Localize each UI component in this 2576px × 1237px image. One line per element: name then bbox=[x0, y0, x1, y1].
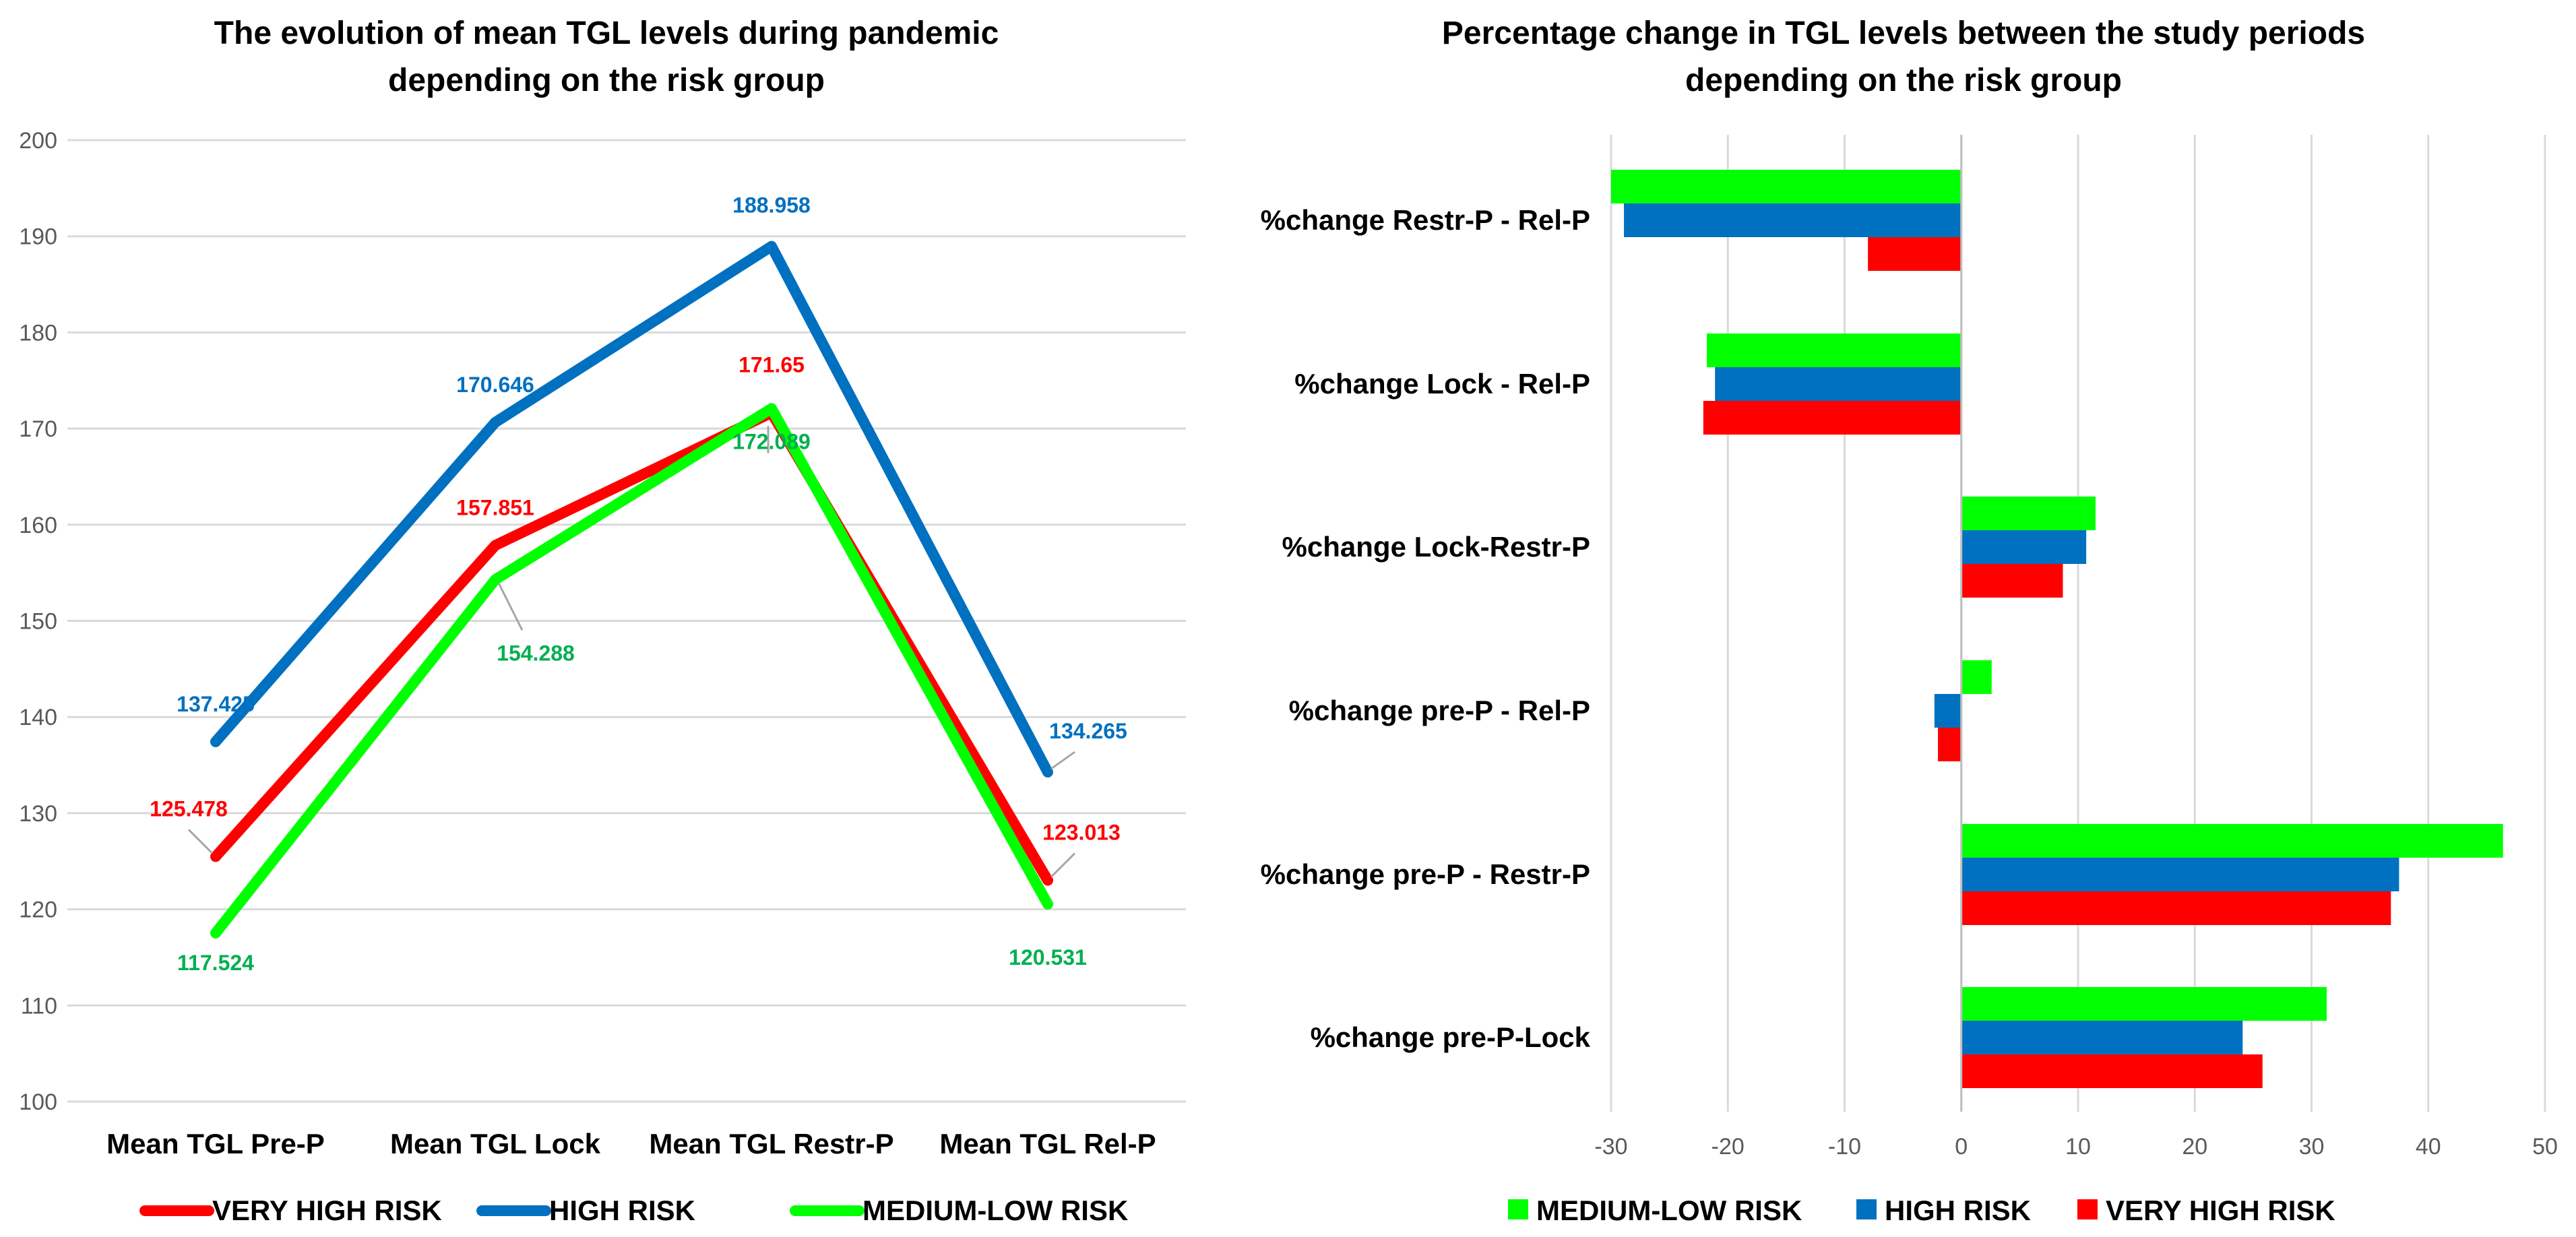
bar-medium-low-risk bbox=[1707, 334, 1961, 367]
bar-chart-category-label: %change Lock - Rel-P bbox=[1294, 368, 1590, 400]
bar-chart-x-tick-label: 50 bbox=[2532, 1134, 2558, 1160]
line-chart-data-label: 170.646 bbox=[456, 373, 534, 397]
bar-medium-low-risk bbox=[1611, 170, 1961, 203]
line-chart-y-tick-label: 120 bbox=[19, 897, 57, 923]
bar-chart-legend-label: MEDIUM-LOW RISK bbox=[1536, 1195, 1802, 1226]
line-chart-data-label: 134.265 bbox=[1049, 719, 1127, 743]
bar-very-high-risk bbox=[1961, 891, 2391, 925]
bar-chart-legend-label: HIGH RISK bbox=[1885, 1195, 2031, 1226]
bar-chart-legend-swatch bbox=[1508, 1199, 1528, 1219]
line-chart-data-label: 125.478 bbox=[150, 796, 228, 821]
bar-high-risk bbox=[1961, 530, 2087, 564]
bar-very-high-risk bbox=[1868, 237, 1961, 271]
line-chart-data-labels: 125.478 157.851 171.65 123.013 137.425 170.64… bbox=[150, 193, 1127, 975]
bar-medium-low-risk bbox=[1961, 987, 2327, 1021]
bar-chart-legend: MEDIUM-LOW RISK HIGH RISK VERY HIGH RISK bbox=[1508, 1195, 2335, 1226]
bar-high-risk bbox=[1934, 694, 1961, 728]
line-chart-data-label: 123.013 bbox=[1042, 821, 1121, 845]
line-chart-y-ticks: 100 110 120 130 140 150 160 170 180 190 200 bbox=[19, 128, 57, 1115]
bar-chart-title-line2: depending on the risk group bbox=[1685, 63, 2122, 98]
bar-very-high-risk bbox=[1703, 401, 1961, 435]
line-chart-data-label: 120.531 bbox=[1009, 945, 1087, 970]
bar-chart-x-tick-label: -20 bbox=[1711, 1134, 1745, 1160]
line-chart-leader-line bbox=[1050, 852, 1076, 878]
line-chart-data-label: 154.288 bbox=[497, 641, 575, 665]
bar-chart-x-ticks: -30 -20 -10 0 10 20 30 40 50 bbox=[1594, 1134, 2557, 1160]
line-chart-y-tick-label: 110 bbox=[21, 993, 57, 1019]
line-chart-y-tick-label: 140 bbox=[19, 705, 57, 730]
bar-very-high-risk bbox=[1938, 728, 1961, 761]
line-chart-leader-line bbox=[187, 829, 214, 854]
line-chart-title-line2: depending on the risk group bbox=[388, 63, 825, 98]
line-chart-y-tick-label: 160 bbox=[19, 513, 57, 538]
bar-medium-low-risk bbox=[1961, 824, 2503, 858]
line-chart-legend-label: MEDIUM-LOW RISK bbox=[862, 1195, 1128, 1226]
line-chart-y-tick-label: 200 bbox=[19, 128, 57, 154]
line-chart-data-label: 188.958 bbox=[732, 193, 811, 218]
bar-chart-x-tick-label: -30 bbox=[1594, 1134, 1627, 1160]
bar-high-risk bbox=[1624, 203, 1961, 237]
bar-chart: Percentage change in TGL levels between … bbox=[1261, 15, 2558, 1226]
line-chart-y-tick-label: 190 bbox=[19, 224, 57, 250]
line-chart-leader-line bbox=[497, 582, 524, 631]
line-chart-legend-label: VERY HIGH RISK bbox=[212, 1195, 442, 1226]
bar-chart-x-tick-label: -10 bbox=[1828, 1134, 1861, 1160]
bar-chart-title-line1: Percentage change in TGL levels between … bbox=[1442, 15, 2365, 51]
line-chart-series bbox=[210, 241, 1053, 939]
bar-chart-category-label: %change pre-P - Restr-P bbox=[1261, 858, 1590, 890]
bar-chart-category-label: %change pre-P-Lock bbox=[1311, 1021, 1591, 1053]
bar-chart-legend-swatch bbox=[2077, 1199, 2098, 1219]
line-series-high-risk bbox=[210, 241, 1053, 778]
bar-chart-category-label: %change Lock-Restr-P bbox=[1282, 531, 1590, 563]
bar-high-risk bbox=[1961, 858, 2399, 891]
line-chart-legend: VERY HIGH RISK HIGH RISK MEDIUM-LOW RISK bbox=[139, 1195, 1128, 1226]
bar-high-risk bbox=[1961, 1021, 2243, 1054]
bar-chart-legend-swatch bbox=[1856, 1199, 1877, 1219]
line-chart-x-tick-label: Mean TGL Pre-P bbox=[106, 1128, 325, 1160]
line-chart-data-label: 157.851 bbox=[456, 495, 534, 519]
bar-chart-category-labels: %change Restr-P - Rel-P %change Lock - Re… bbox=[1261, 204, 1591, 1053]
bar-chart-x-tick-label: 0 bbox=[1955, 1134, 1968, 1160]
line-chart-leader-line bbox=[1050, 751, 1075, 770]
bar-chart-gridlines bbox=[1610, 135, 2546, 1112]
line-chart-y-tick-label: 180 bbox=[19, 320, 57, 346]
bar-high-risk bbox=[1715, 367, 1961, 401]
line-series-medium-low-risk bbox=[210, 403, 1053, 939]
line-chart-title-line1: The evolution of mean TGL levels during … bbox=[214, 15, 999, 51]
line-chart-x-ticks: Mean TGL Pre-P Mean TGL Lock Mean TGL Rest… bbox=[106, 1128, 1156, 1160]
bar-chart-legend-label: VERY HIGH RISK bbox=[2106, 1195, 2335, 1226]
line-chart-label-leaders bbox=[187, 426, 1076, 878]
bar-very-high-risk bbox=[1961, 564, 2063, 598]
line-chart-x-tick-label: Mean TGL Lock bbox=[390, 1128, 601, 1160]
line-chart-y-tick-label: 130 bbox=[19, 801, 57, 827]
bar-medium-low-risk bbox=[1961, 497, 2096, 530]
line-chart-x-tick-label: Mean TGL Rel-P bbox=[939, 1128, 1156, 1160]
bar-chart-x-tick-label: 10 bbox=[2065, 1134, 2091, 1160]
line-chart-x-tick-label: Mean TGL Restr-P bbox=[649, 1128, 893, 1160]
bar-chart-x-tick-label: 40 bbox=[2416, 1134, 2441, 1160]
bar-chart-bars bbox=[1611, 135, 2503, 1112]
bar-chart-x-tick-label: 20 bbox=[2182, 1134, 2207, 1160]
line-chart-legend-label: HIGH RISK bbox=[549, 1195, 695, 1226]
bar-chart-category-label: %change pre-P - Rel-P bbox=[1289, 695, 1590, 726]
line-chart-data-label: 172.089 bbox=[732, 429, 811, 453]
line-chart-data-label: 171.65 bbox=[739, 353, 805, 377]
bar-medium-low-risk bbox=[1961, 660, 1992, 694]
line-chart-y-tick-label: 100 bbox=[19, 1089, 57, 1115]
line-series-very-high-risk bbox=[210, 407, 1053, 886]
line-chart-data-label: 137.425 bbox=[177, 692, 255, 716]
line-chart-y-tick-label: 150 bbox=[19, 609, 57, 635]
line-chart: The evolution of mean TGL levels during … bbox=[19, 15, 1186, 1226]
bar-chart-x-tick-label: 30 bbox=[2299, 1134, 2325, 1160]
line-chart-y-tick-label: 170 bbox=[19, 416, 57, 442]
line-chart-data-label: 117.524 bbox=[177, 951, 254, 975]
bar-very-high-risk bbox=[1961, 1054, 2263, 1088]
bar-chart-category-label: %change Restr-P - Rel-P bbox=[1261, 204, 1590, 236]
